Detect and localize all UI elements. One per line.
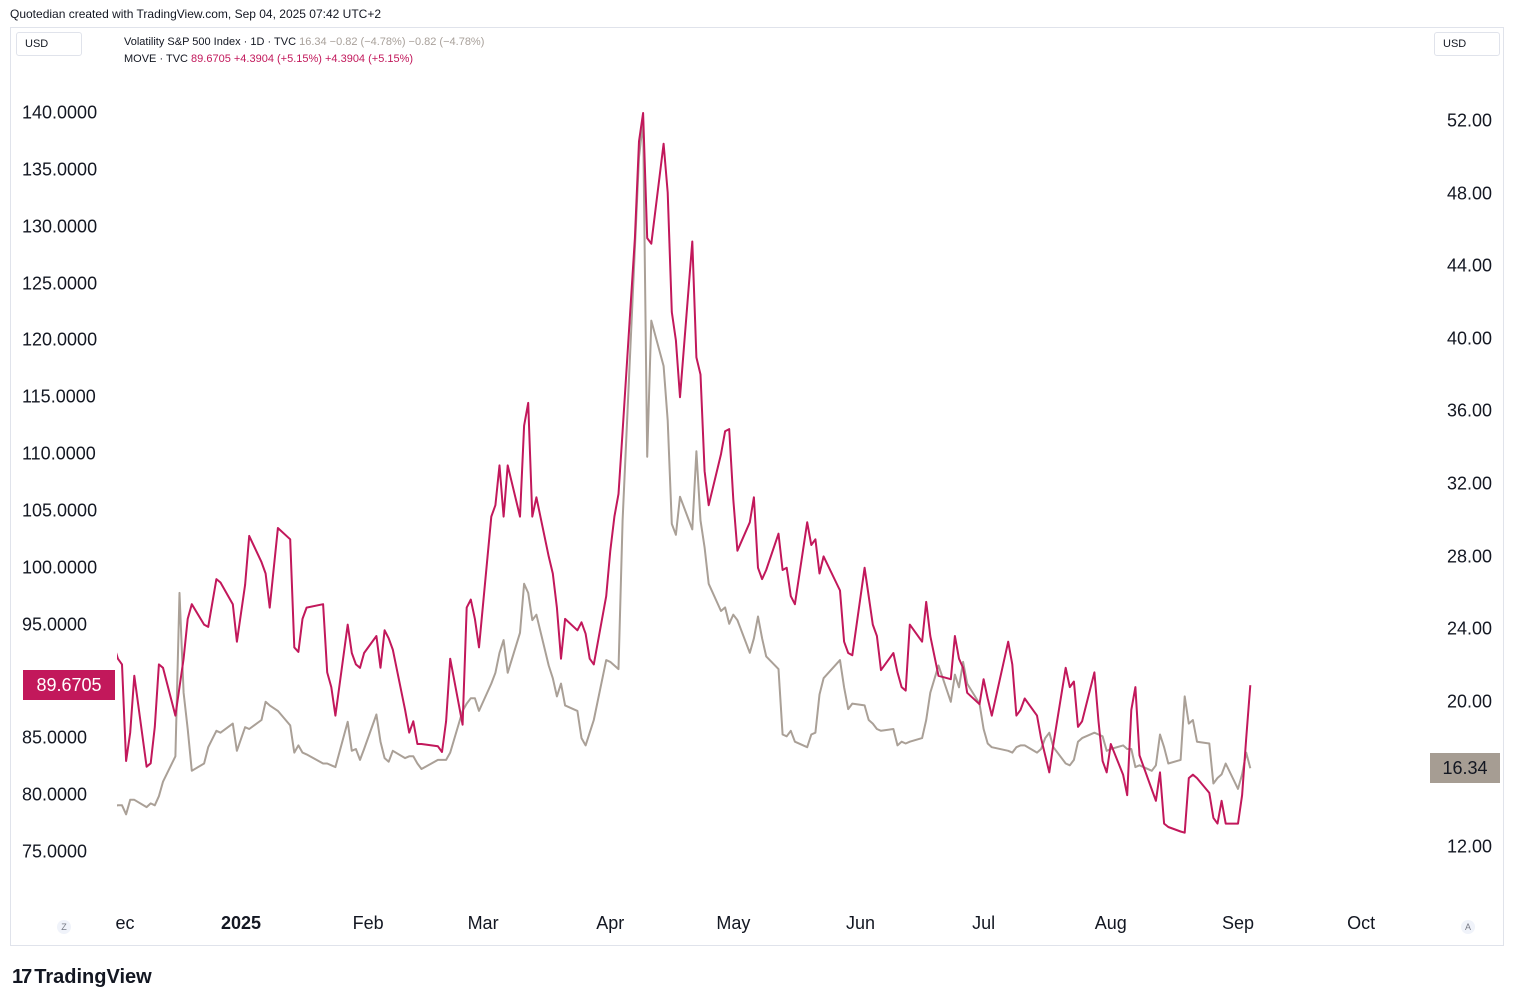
- left-axis-tick: 80.0000: [22, 784, 88, 805]
- right-axis-tick: 44.00: [1446, 255, 1492, 276]
- left-axis-tick: 110.0000: [22, 443, 96, 464]
- left-axis-tick: 125.0000: [22, 273, 98, 294]
- time-axis-tick: Jul: [972, 913, 996, 933]
- time-axis-tick: May: [716, 913, 751, 933]
- time-axis-tick: Aug: [1094, 913, 1127, 933]
- right-axis-tick: 32.00: [1446, 473, 1492, 494]
- left-axis-tick: 115.0000: [22, 386, 96, 407]
- time-axis-tick: 2025: [220, 913, 262, 933]
- auto-scale-corner-button[interactable]: A: [1461, 920, 1475, 934]
- legend-vix-title: Volatility S&P 500 Index · 1D · TVC: [124, 36, 297, 48]
- vix-series-line[interactable]: [93, 120, 1252, 816]
- time-axis-tick: Oct: [1347, 913, 1376, 933]
- time-axis-tick: Jun: [846, 913, 876, 933]
- legend-move-values: 89.6705 +4.3904 (+5.15%) +4.3904 (+5.15%…: [191, 53, 414, 65]
- right-axis-tick: 36.00: [1446, 400, 1492, 421]
- tradingview-mark-icon: 17: [12, 966, 32, 988]
- time-axis-tick: Sep: [1221, 913, 1255, 933]
- left-axis-tick: 130.0000: [22, 216, 98, 237]
- legend-vix[interactable]: Volatility S&P 500 Index · 1D · TVC 16.3…: [124, 36, 484, 48]
- right-axis-tick: 48.00: [1446, 183, 1492, 204]
- tradingview-logo: 17 TradingView: [12, 966, 152, 989]
- right-axis-tick: 12.00: [1446, 836, 1492, 857]
- time-axis-tick: Feb: [352, 913, 384, 933]
- right-axis-tick: 20.00: [1446, 691, 1492, 712]
- move-last-price-tag: 89.6705: [23, 670, 115, 701]
- time-axis-tick: Mar: [467, 913, 499, 933]
- legend-move-title: MOVE · TVC: [124, 53, 188, 65]
- right-axis-tick: 24.00: [1446, 618, 1492, 639]
- left-axis-tick: 140.0000: [22, 102, 98, 123]
- right-currency-button[interactable]: USD: [1434, 32, 1500, 56]
- time-axis-tick: Apr: [596, 913, 625, 933]
- chart-caption: Quotedian created with TradingView.com, …: [10, 7, 382, 21]
- legend-move[interactable]: MOVE · TVC 89.6705 +4.3904 (+5.15%) +4.3…: [124, 53, 413, 65]
- left-axis-tick: 85.0000: [22, 727, 88, 748]
- left-axis-tick: 75.0000: [22, 841, 88, 862]
- chart-frame: [10, 27, 1504, 946]
- left-axis-tick: 100.0000: [22, 557, 98, 578]
- vix-last-price-tag: 16.34: [1430, 753, 1500, 784]
- left-currency-button[interactable]: USD: [16, 32, 82, 56]
- right-axis-tick: 52.00: [1446, 110, 1492, 131]
- legend-vix-values: 16.34 −0.82 (−4.78%) −0.82 (−4.78%): [299, 36, 485, 48]
- right-axis-tick: 28.00: [1446, 546, 1492, 567]
- right-axis-tick: 40.00: [1446, 328, 1492, 349]
- time-axis-tick: ec: [115, 913, 135, 933]
- tradingview-brand-text: TradingView: [34, 966, 152, 988]
- left-axis-tick: 95.0000: [22, 614, 88, 635]
- left-axis-tick: 135.0000: [22, 159, 98, 180]
- left-axis-tick: 105.0000: [22, 500, 98, 521]
- move-series-line[interactable]: [93, 112, 1252, 834]
- timezone-corner-button[interactable]: Z: [57, 920, 71, 934]
- left-axis-tick: 120.0000: [22, 329, 98, 350]
